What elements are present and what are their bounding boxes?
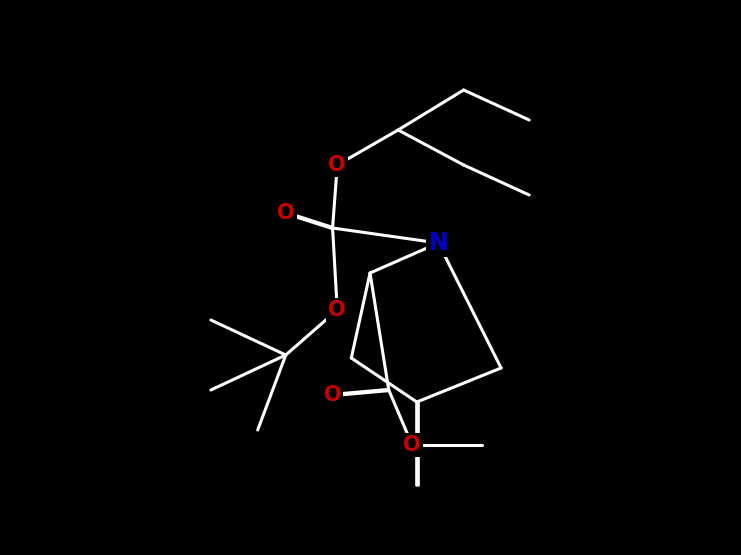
Text: O: O [277,203,295,223]
Text: N: N [428,231,448,255]
Text: O: O [328,300,346,320]
Text: O: O [403,435,421,455]
Text: O: O [328,155,346,175]
Text: O: O [324,385,342,405]
